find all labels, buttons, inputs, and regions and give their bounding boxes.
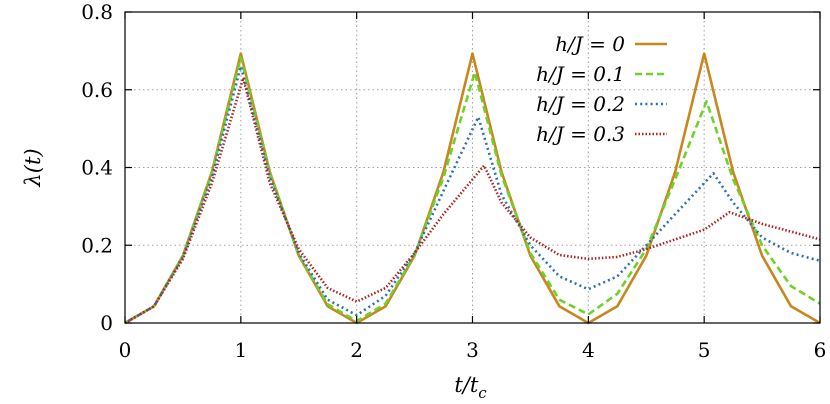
y-tick-label: 0 <box>100 311 113 335</box>
y-tick-label: 0.6 <box>81 78 113 102</box>
series-line-0 <box>124 52 821 325</box>
grid <box>125 12 820 323</box>
legend-label-3: h/J = 0.3 <box>536 122 625 146</box>
y-tick-label: 0.2 <box>81 233 113 257</box>
tick-labels: 0 1 2 3 4 5 6 0 0.2 0.4 0.6 0.8 <box>81 0 826 362</box>
x-axis-label-main: t/t <box>454 373 479 397</box>
x-axis-label-subscript: c <box>478 384 487 402</box>
series-layer <box>124 52 821 325</box>
x-tick-label: 6 <box>814 338 827 362</box>
y-tick-label: 0.4 <box>81 156 113 180</box>
legend-label-1: h/J = 0.1 <box>536 62 625 86</box>
legend-label-2: h/J = 0.2 <box>536 92 625 116</box>
y-tick-label: 0.8 <box>81 0 113 24</box>
legend: h/J = 0 h/J = 0.1 h/J = 0.2 h/J = 0.3 <box>536 32 667 146</box>
axis-ticks <box>124 11 821 324</box>
series-line-2 <box>124 65 821 325</box>
series-line-1 <box>124 56 821 325</box>
x-tick-label: 5 <box>698 338 711 362</box>
y-axis-label: λ(t) <box>21 148 45 187</box>
x-tick-label: 2 <box>350 338 363 362</box>
x-tick-label: 1 <box>234 338 247 362</box>
x-axis-label: t/tc <box>454 373 487 402</box>
x-tick-label: 0 <box>119 338 132 362</box>
x-tick-label: 3 <box>466 338 479 362</box>
x-tick-label: 4 <box>582 338 595 362</box>
legend-label-0: h/J = 0 <box>555 32 625 56</box>
